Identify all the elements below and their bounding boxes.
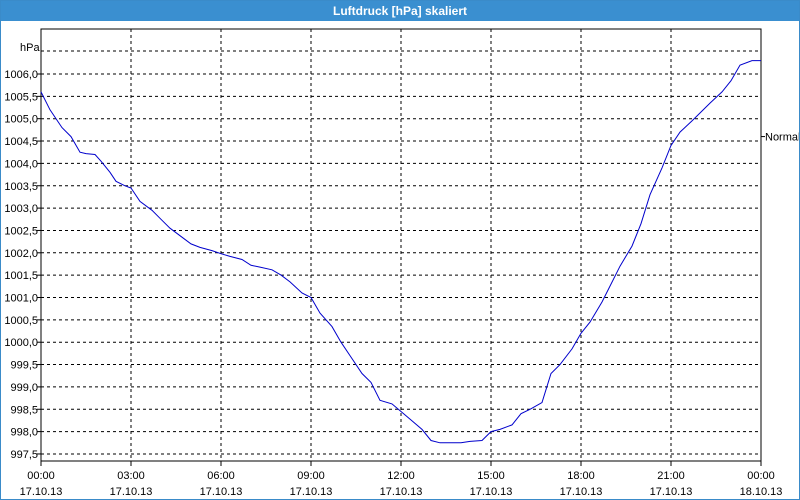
y-tick-label: 1000,0: [4, 337, 38, 349]
x-tick-time: 09:00: [297, 470, 325, 482]
x-tick-date: 17.10.13: [290, 486, 333, 498]
x-tick-time: 06:00: [207, 470, 235, 482]
y-axis-label: hPa: [20, 42, 40, 54]
y-tick-label: 1002,0: [4, 248, 38, 260]
x-tick-time: 03:00: [117, 470, 145, 482]
y-tick-label: 1005,5: [4, 91, 38, 103]
y-tick-label: 1003,0: [4, 203, 38, 215]
x-tick-date: 17.10.13: [650, 486, 693, 498]
y-tick-label: 1004,0: [4, 158, 38, 170]
x-tick-date: 17.10.13: [110, 486, 153, 498]
x-axis-ticks: 00:00 17.10.13 03:00 17.10.13 06:00 17.10.13 0…: [20, 461, 783, 498]
y-tick-label: 1004,5: [4, 136, 38, 148]
y-tick-label: 1002,5: [4, 225, 38, 237]
y-tick-label: 1001,5: [4, 270, 38, 282]
grid: [41, 29, 765, 461]
y-tick-label: 999,0: [10, 382, 38, 394]
y-tick-label: 1005,0: [4, 114, 38, 126]
x-tick-date: 17.10.13: [380, 486, 423, 498]
y-axis-ticks: 1006,0 1005,5 1005,0 1004,5 1004,0 1003,5 1003…: [4, 69, 41, 461]
x-tick-date: 17.10.13: [560, 486, 603, 498]
y-tick-label: 998,5: [10, 404, 38, 416]
y-tick-label: 1003,5: [4, 181, 38, 193]
y-tick-label: 997,5: [10, 449, 38, 461]
y-tick-label: 999,5: [10, 360, 38, 372]
window-title: Luftdruck [hPa] skaliert: [1, 1, 799, 21]
x-tick-time: 18:00: [567, 470, 595, 482]
series-layer: [40, 60, 761, 444]
x-tick-date: 18.10.13: [740, 486, 783, 498]
y-tick-label: 1006,0: [4, 69, 38, 81]
x-tick-time: 00:00: [27, 470, 55, 482]
y-tick-label: 1000,5: [4, 315, 38, 327]
x-tick-time: 00:00: [747, 470, 775, 482]
x-tick-date: 17.10.13: [20, 486, 63, 498]
reference-line-label: Normal: [765, 132, 799, 144]
y-tick-label: 998,0: [10, 427, 38, 439]
series-line: [40, 60, 761, 444]
x-tick-date: 17.10.13: [470, 486, 513, 498]
x-tick-time: 12:00: [387, 470, 415, 482]
x-tick-date: 17.10.13: [200, 486, 243, 498]
y-tick-label: 1001,0: [4, 293, 38, 305]
x-tick-time: 15:00: [477, 470, 505, 482]
x-tick-time: 21:00: [657, 470, 685, 482]
